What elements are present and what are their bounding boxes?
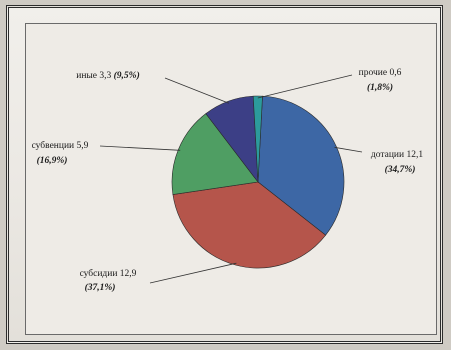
slice-label-dotacii: дотации 12,1: [371, 150, 423, 160]
leader-line-prochie: [257, 74, 353, 99]
leader-line-subsidii: [149, 262, 237, 284]
slice-percent-dotacii: (34,7%): [385, 164, 416, 175]
pie-slice-subvencii: [171, 113, 259, 195]
leader-line-inye: [164, 77, 230, 104]
slice-percent-subsidii: (37,1%): [85, 282, 116, 293]
slice-percent-subvencii: (16,9%): [37, 155, 68, 166]
slice-percent-prochie: (1,8%): [367, 82, 393, 93]
slice-label-prochie: прочие 0,6: [359, 68, 402, 78]
leader-line-subvencii: [99, 145, 181, 151]
slice-percent-inye: (9,5%): [114, 70, 140, 81]
leader-line-dotacii: [334, 146, 363, 153]
pie-slice-dotacii: [257, 95, 345, 236]
slice-label-inye: иные 3,3 (9,5%): [76, 70, 140, 81]
pie-slice-subsidii: [172, 181, 327, 269]
slice-label-subvencii: субвенции 5,9: [32, 140, 89, 151]
slice-label-subsidii: субсидии 12,9: [80, 268, 137, 279]
pie-slice-prochie: [252, 95, 263, 183]
chart-frame: [6, 5, 443, 344]
